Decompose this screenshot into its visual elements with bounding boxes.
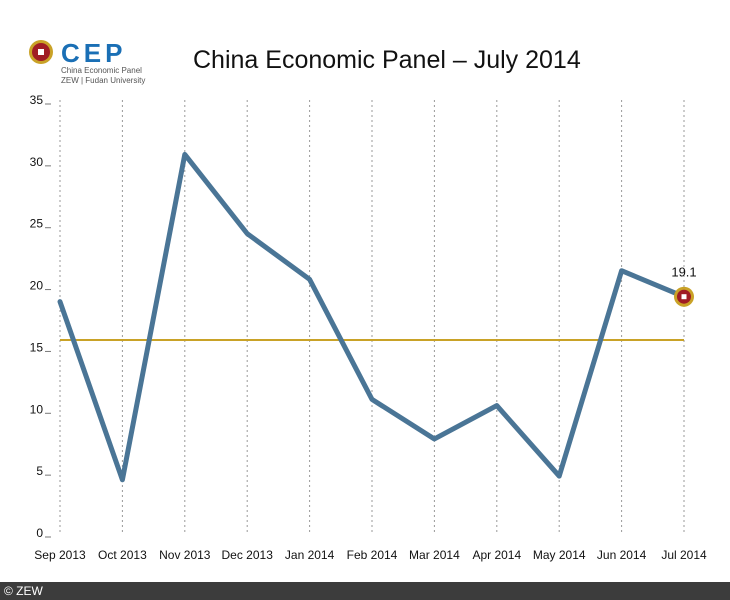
x-tick-label: Feb 2014 [347,548,398,562]
copyright-footer: © ZEW [0,582,730,600]
series-line [57,151,687,483]
x-tick-label: Jul 2014 [661,548,707,562]
last-value-label: 19.1 [671,265,696,280]
logo-line2: ZEW | Fudan University [61,76,145,85]
line-chart: Sep 2013 Oct 2013 Nov 2013 Dec 2013 Jan 2014… [30,93,707,562]
x-tick-label: Mar 2014 [409,548,460,562]
chart-title: China Economic Panel – July 2014 [193,46,581,74]
y-tick-label: 20 [30,279,44,293]
x-tick-label: Nov 2013 [159,548,211,562]
x-tick-label: Apr 2014 [472,548,521,562]
logo-line1: China Economic Panel [61,66,142,75]
x-tick-label: May 2014 [533,548,586,562]
y-tick-label: 35 [30,93,44,107]
x-tick-label: Jan 2014 [285,548,335,562]
x-tick-label: Jun 2014 [597,548,647,562]
logo-brand: CEP [61,38,126,68]
y-tick-label: 15 [30,340,44,354]
last-point-center [681,294,687,300]
y-tick-label: 0 [36,526,43,540]
x-tick-label: Oct 2013 [98,548,147,562]
x-tick-label: Dec 2013 [222,548,274,562]
y-tick-label: 5 [36,464,43,478]
y-tick-label: 30 [30,155,44,169]
cep-logo: CEP China Economic Panel ZEW | Fudan Uni… [28,38,178,93]
x-tick-label: Sep 2013 [34,548,86,562]
y-tick-label: 10 [30,402,44,416]
y-tick-label: 25 [30,217,44,231]
